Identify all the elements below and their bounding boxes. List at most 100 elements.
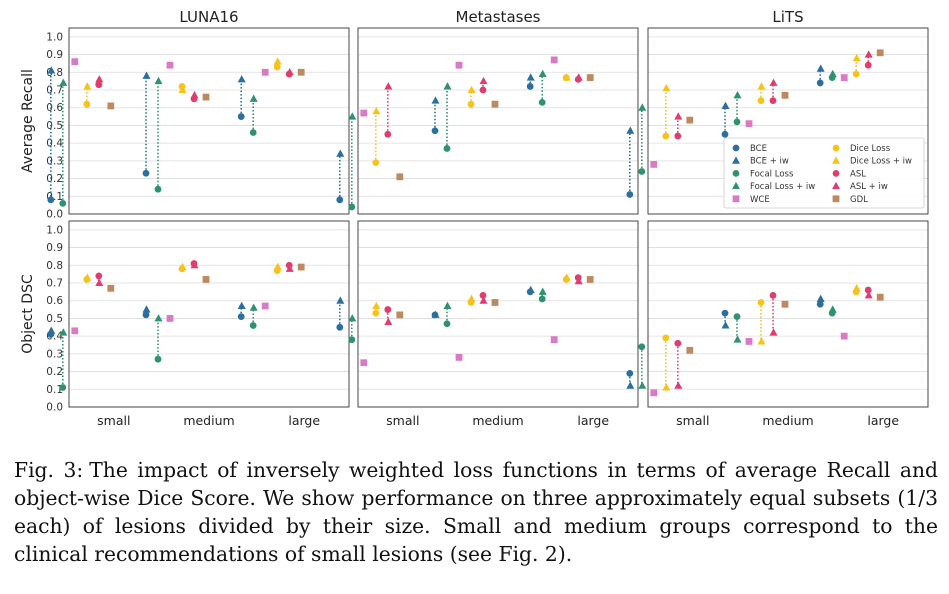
point-gdl-medium: [491, 299, 499, 306]
point-gdl-small: [107, 284, 115, 292]
figure-caption: Fig. 3: The impact of inversely weighted …: [14, 456, 938, 568]
y-tick-label: 1.0: [46, 224, 63, 236]
point-asl-iw-medium: [769, 78, 778, 86]
point-wce-small: [71, 58, 79, 66]
point-wce-medium: [745, 338, 753, 345]
point-dice-loss-iw-small: [662, 383, 671, 391]
legend-marker-focal-loss-iw: [732, 181, 740, 190]
point-dice-loss-iw-medium: [757, 337, 766, 345]
point-dice-loss-iw-medium: [178, 85, 187, 93]
point-bce-medium: [142, 169, 150, 177]
legend-marker-gdl: [832, 195, 840, 203]
point-focal-loss-iw-small: [348, 112, 357, 120]
point-bce-small: [336, 323, 344, 331]
point-focal-loss-iw-medium: [733, 91, 742, 99]
y-tick-label: 0.7: [46, 278, 63, 290]
legend-marker-dice-loss-iw: [832, 156, 840, 164]
point-gdl-large: [297, 68, 305, 76]
point-bce-medium: [721, 130, 729, 138]
point-bce-iw-medium: [431, 96, 440, 104]
point-focal-loss-medium: [443, 145, 451, 152]
point-bce-large: [237, 113, 245, 120]
point-asl-large: [864, 61, 872, 69]
point-dice-loss-iw-medium: [467, 294, 476, 302]
point-focal-loss-iw-large: [249, 94, 258, 102]
x-tick-label-small: small: [386, 413, 419, 428]
point-focal-loss-small: [638, 168, 646, 175]
point-bce-iw-medium: [142, 305, 151, 313]
point-asl-medium: [769, 97, 777, 105]
point-dice-loss-small: [83, 100, 91, 108]
column-title-lits: LiTS: [772, 8, 803, 26]
point-asl-iw-medium: [769, 328, 778, 336]
point-asl-large: [864, 286, 872, 294]
point-dice-loss-iw-large: [273, 262, 282, 271]
point-wce-large: [261, 302, 269, 310]
point-focal-loss-small: [348, 336, 356, 344]
y-tick-label: 0.0: [46, 402, 63, 414]
point-bce-medium: [431, 127, 439, 135]
legend-label-dice-loss-iw: Dice Loss + iw: [850, 157, 912, 167]
point-bce-large: [816, 300, 824, 308]
point-focal-loss-large: [538, 99, 546, 106]
y-axis-label-object-dsc: Object DSC: [20, 274, 36, 354]
y-tick-label: 0.1: [46, 384, 63, 396]
point-bce-small: [626, 191, 634, 198]
point-bce-iw-medium: [142, 71, 151, 79]
legend-marker-asl-iw: [832, 181, 840, 190]
legend-label-bce-iw: BCE + iw: [750, 157, 789, 167]
point-dice-loss-small: [662, 132, 670, 140]
point-dice-loss-small: [372, 309, 380, 317]
y-tick-label: 0.6: [46, 102, 63, 114]
legend-marker-wce: [732, 195, 740, 203]
x-tick-label-small: small: [97, 413, 130, 428]
point-asl-iw-small: [95, 278, 104, 286]
point-bce-small: [336, 196, 344, 204]
point-bce-small: [626, 369, 634, 377]
point-wce-medium: [455, 61, 463, 69]
point-bce-iw-large: [237, 301, 246, 310]
point-asl-iw-medium: [190, 91, 199, 99]
point-dice-loss-small: [662, 334, 670, 342]
point-asl-small: [95, 272, 103, 280]
point-asl-iw-small: [95, 75, 104, 83]
point-dice-loss-iw-medium: [757, 82, 766, 90]
point-asl-iw-medium: [479, 76, 488, 85]
legend-label-focal-loss-iw: Focal Loss + iw: [750, 182, 815, 192]
point-wce-large: [261, 68, 269, 76]
point-bce-iw-large: [237, 75, 246, 83]
point-bce-iw-large: [526, 285, 535, 294]
point-dice-loss-iw-small: [83, 82, 92, 90]
y-tick-label: 0.3: [46, 155, 63, 167]
point-gdl-small: [396, 311, 404, 319]
y-tick-label: 0.9: [46, 49, 63, 61]
point-focal-loss-medium: [154, 185, 162, 193]
point-asl-iw-small: [384, 317, 393, 325]
point-gdl-medium: [781, 300, 789, 308]
point-focal-loss-small: [348, 203, 356, 211]
legend-marker-bce-iw: [732, 156, 740, 164]
y-axis-label-average-recall: Average Recall: [20, 69, 36, 173]
point-focal-loss-iw-medium: [443, 82, 452, 90]
point-focal-loss-large: [249, 322, 257, 329]
point-gdl-small: [107, 102, 115, 110]
point-focal-loss-iw-small: [59, 328, 68, 336]
point-dice-loss-iw-medium: [178, 262, 187, 271]
point-asl-small: [95, 81, 103, 89]
point-dice-loss-iw-large: [852, 284, 861, 292]
point-gdl-medium: [781, 91, 789, 99]
x-tick-label-medium: medium: [472, 413, 523, 428]
x-tick-label-small: small: [676, 413, 709, 428]
panel-frame: [68, 220, 350, 408]
point-wce-small: [650, 389, 658, 397]
point-asl-iw-small: [384, 82, 393, 90]
point-bce-iw-large: [526, 73, 535, 81]
x-tick-label-large: large: [577, 413, 609, 428]
point-dice-loss-iw-large: [562, 273, 571, 281]
column-title-luna16: LUNA16: [179, 8, 238, 26]
point-bce-large: [237, 313, 245, 321]
point-bce-medium: [721, 309, 729, 317]
point-asl-small: [384, 306, 392, 313]
point-focal-loss-iw-medium: [154, 314, 163, 322]
point-wce-small: [71, 327, 79, 335]
